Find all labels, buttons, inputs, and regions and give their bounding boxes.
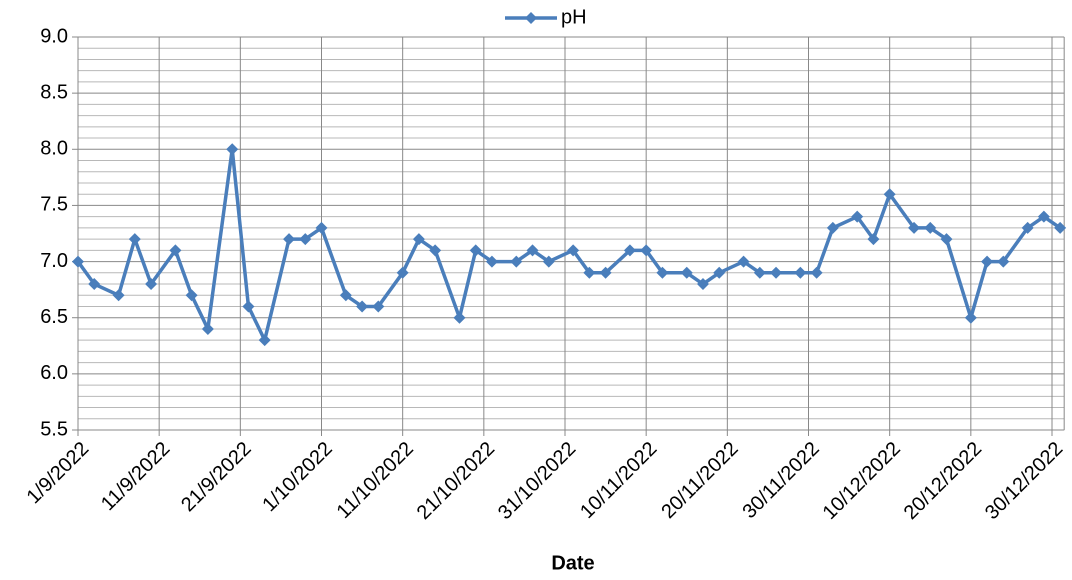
marker	[940, 233, 953, 246]
marker	[656, 266, 669, 279]
marker	[623, 244, 636, 257]
x-tick-label: 1/10/2022	[258, 438, 336, 516]
marker	[964, 311, 977, 324]
marker	[72, 255, 84, 268]
marker	[145, 278, 158, 291]
marker	[1021, 221, 1034, 234]
legend-label: pH	[561, 6, 587, 28]
marker	[258, 334, 271, 347]
x-tick-label: 10/12/2022	[819, 438, 905, 524]
marker	[981, 255, 994, 268]
marker	[908, 221, 921, 234]
marker	[713, 266, 726, 279]
marker	[88, 278, 101, 291]
marker	[201, 322, 214, 335]
marker	[542, 255, 555, 268]
line	[76, 147, 1062, 342]
marker	[770, 266, 783, 279]
y-tick-label: 7.0	[40, 250, 68, 272]
x-tick-label: 30/12/2022	[981, 438, 1067, 524]
marker	[997, 255, 1010, 268]
marker	[226, 143, 239, 156]
x-tick-label: 1/9/2022	[23, 438, 94, 509]
marker	[372, 300, 385, 313]
legend-marker	[525, 12, 537, 24]
x-tick-label: 10/11/2022	[576, 438, 661, 523]
marker	[810, 266, 823, 279]
y-tick-label: 7.5	[40, 194, 68, 216]
y-tick-label: 5.5	[40, 418, 68, 440]
marker	[737, 255, 750, 268]
marker	[567, 244, 580, 257]
marker	[112, 289, 125, 302]
y-tick-label: 6.0	[40, 362, 68, 384]
marker	[1037, 210, 1050, 223]
x-tick-label: 20/11/2022	[657, 438, 742, 523]
marker	[924, 221, 937, 234]
marker	[339, 289, 352, 302]
marker	[883, 188, 896, 201]
y-tick-label: 8.0	[40, 138, 68, 160]
marker	[396, 266, 409, 279]
marker	[412, 233, 425, 246]
marker	[469, 244, 482, 257]
marker	[485, 255, 498, 268]
marker	[169, 244, 182, 257]
marker	[826, 221, 839, 234]
marker	[283, 233, 296, 246]
x-tick-label: 30/11/2022	[738, 438, 823, 523]
marker	[599, 266, 612, 279]
marker	[680, 266, 693, 279]
x-tick-label: 21/10/2022	[413, 438, 499, 524]
marker	[299, 233, 312, 246]
y-tick-label: 9.0	[40, 25, 68, 47]
x-tick-label: 11/10/2022	[333, 438, 418, 523]
marker	[185, 289, 198, 302]
x-tick-label: 21/9/2022	[177, 438, 255, 516]
marker	[794, 266, 807, 279]
marker	[867, 233, 880, 246]
marker	[640, 244, 653, 257]
marker	[453, 311, 466, 324]
marker	[356, 300, 369, 313]
marker	[315, 221, 328, 234]
x-tick-label: 11/9/2022	[97, 438, 174, 515]
x-axis-label: Date	[551, 552, 594, 574]
y-tick-label: 8.5	[40, 81, 68, 103]
marker	[128, 233, 141, 246]
y-tick-label: 6.5	[40, 306, 68, 328]
marker	[753, 266, 766, 279]
marker	[696, 278, 709, 291]
x-tick-label: 31/10/2022	[494, 438, 580, 524]
marker	[851, 210, 864, 223]
marker	[242, 300, 255, 313]
marker	[1054, 221, 1067, 234]
x-tick-label: 20/12/2022	[900, 438, 986, 524]
marker	[526, 244, 539, 257]
marker	[510, 255, 523, 268]
marker	[583, 266, 596, 279]
marker	[429, 244, 442, 257]
